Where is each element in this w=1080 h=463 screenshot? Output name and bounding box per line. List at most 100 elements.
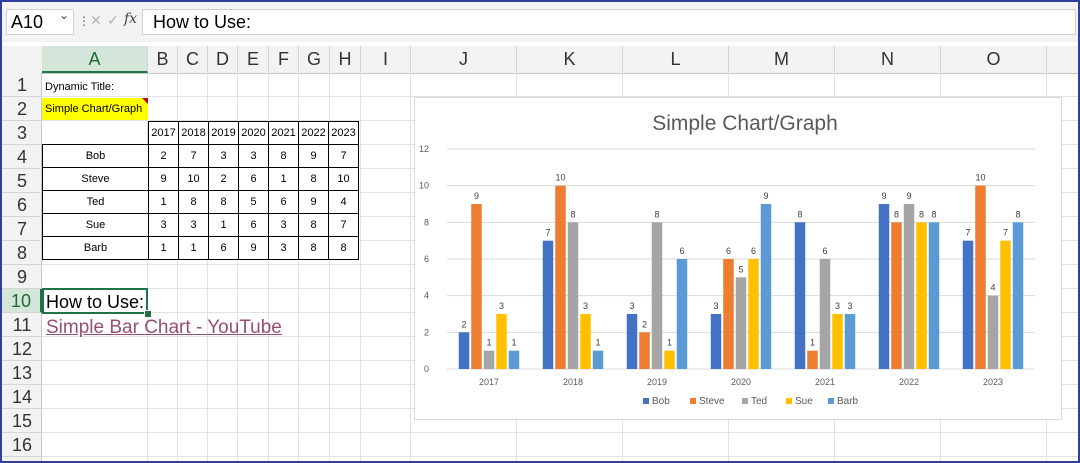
year-header[interactable]: 2023: [328, 121, 359, 145]
table-cell[interactable]: 9: [298, 144, 329, 168]
table-cell[interactable]: 8: [208, 190, 239, 214]
y-tick-label: 8: [424, 217, 429, 227]
cancel-icon[interactable]: ✕: [90, 12, 102, 28]
table-cell[interactable]: 10: [178, 167, 209, 191]
row-header-14[interactable]: 14: [2, 385, 42, 409]
table-cell[interactable]: 3: [208, 144, 239, 168]
table-cell[interactable]: 5: [238, 190, 269, 214]
table-cell[interactable]: 6: [208, 236, 239, 260]
table-cell[interactable]: 8: [298, 213, 329, 237]
table-cell[interactable]: 6: [238, 167, 269, 191]
column-header-i[interactable]: I: [361, 46, 411, 73]
table-cell[interactable]: 1: [208, 213, 239, 237]
table-cell[interactable]: 3: [268, 213, 299, 237]
table-cell[interactable]: 1: [148, 236, 179, 260]
table-corner-cell[interactable]: [42, 121, 149, 145]
youtube-link[interactable]: Simple Bar Chart - YouTube: [46, 317, 282, 338]
table-cell[interactable]: 2: [208, 167, 239, 191]
row-header-11[interactable]: 11: [2, 313, 42, 337]
row-header-9[interactable]: 9: [2, 265, 42, 289]
column-header-l[interactable]: L: [623, 46, 729, 73]
row-header-1[interactable]: 1: [2, 73, 42, 97]
table-cell[interactable]: 8: [268, 144, 299, 168]
column-header-n[interactable]: N: [835, 46, 941, 73]
table-cell[interactable]: 3: [148, 213, 179, 237]
row-header-5[interactable]: 5: [2, 169, 42, 193]
table-cell[interactable]: 10: [328, 167, 359, 191]
table-row: Sue 3 3 1 6 3 8 7: [42, 213, 359, 237]
table-cell[interactable]: 9: [298, 190, 329, 214]
x-tick-label: 2021: [815, 377, 835, 387]
row-header-15[interactable]: 15: [2, 409, 42, 433]
year-header[interactable]: 2022: [298, 121, 329, 145]
column-header-o[interactable]: O: [941, 46, 1047, 73]
table-cell[interactable]: 1: [268, 167, 299, 191]
table-cell[interactable]: 1: [148, 190, 179, 214]
table-cell[interactable]: 8: [298, 167, 329, 191]
bar-chart[interactable]: Simple Chart/Graph 0 2 4 6 8 10 12 2 9 1 3 1 2017 7 10 8…: [414, 97, 1062, 420]
row-header-12[interactable]: 12: [2, 337, 42, 361]
table-cell[interactable]: 6: [238, 213, 269, 237]
row-header-4[interactable]: 4: [2, 145, 42, 169]
bar: [710, 314, 722, 369]
row-header-16[interactable]: 16: [2, 433, 42, 457]
table-cell[interactable]: 3: [178, 213, 209, 237]
cell-a2[interactable]: Simple Chart/Graph: [42, 98, 148, 120]
column-header-f[interactable]: F: [269, 46, 299, 73]
table-cell[interactable]: 8: [298, 236, 329, 260]
name-box[interactable]: A10: [6, 9, 74, 35]
row-name[interactable]: Bob: [42, 144, 149, 168]
more-options-icon[interactable]: ⋮: [78, 14, 90, 28]
year-header[interactable]: 2018: [178, 121, 209, 145]
column-header-e[interactable]: E: [238, 46, 269, 73]
table-cell[interactable]: 8: [328, 236, 359, 260]
table-cell[interactable]: 3: [268, 236, 299, 260]
column-header-b[interactable]: B: [148, 46, 178, 73]
year-header[interactable]: 2021: [268, 121, 299, 145]
row-header-7[interactable]: 7: [2, 217, 42, 241]
year-header[interactable]: 2020: [238, 121, 269, 145]
row-header-6[interactable]: 6: [2, 193, 42, 217]
column-header-j[interactable]: J: [411, 46, 517, 73]
column-header-h[interactable]: H: [330, 46, 361, 73]
table-cell[interactable]: 3: [238, 144, 269, 168]
table-cell[interactable]: 7: [328, 213, 359, 237]
column-header-d[interactable]: D: [208, 46, 238, 73]
comment-indicator-icon[interactable]: [142, 98, 148, 104]
table-cell[interactable]: 8: [178, 190, 209, 214]
chevron-down-icon[interactable]: ⌄: [59, 8, 70, 22]
row-name[interactable]: Sue: [42, 213, 149, 237]
row-header-2[interactable]: 2: [2, 97, 42, 121]
row-header-8[interactable]: 8: [2, 241, 42, 265]
column-header-k[interactable]: K: [517, 46, 623, 73]
row-name[interactable]: Steve: [42, 167, 149, 191]
insert-function-icon[interactable]: fx: [124, 11, 138, 27]
table-cell[interactable]: 6: [268, 190, 299, 214]
column-header-m[interactable]: M: [729, 46, 835, 73]
bar: [903, 204, 915, 369]
table-cell[interactable]: 9: [148, 167, 179, 191]
row-header-13[interactable]: 13: [2, 361, 42, 385]
chart-title: Simple Chart/Graph: [652, 112, 838, 135]
table-cell[interactable]: 7: [328, 144, 359, 168]
table-cell[interactable]: 1: [178, 236, 209, 260]
enter-icon[interactable]: ✓: [107, 12, 119, 28]
row-header-10[interactable]: 10: [2, 289, 42, 313]
column-header-a[interactable]: A: [42, 46, 148, 73]
row-name[interactable]: Ted: [42, 190, 149, 214]
column-header-g[interactable]: G: [299, 46, 330, 73]
cell-a10[interactable]: How to Use:: [46, 292, 145, 312]
table-cell[interactable]: 4: [328, 190, 359, 214]
row-header-3[interactable]: 3: [2, 121, 42, 145]
year-header[interactable]: 2017: [148, 121, 179, 145]
table-cell[interactable]: 2: [148, 144, 179, 168]
formula-input[interactable]: How to Use:: [142, 9, 1076, 35]
year-header[interactable]: 2019: [208, 121, 239, 145]
row-name[interactable]: Barb: [42, 236, 149, 260]
column-header-c[interactable]: C: [178, 46, 208, 73]
fill-handle[interactable]: [144, 310, 152, 318]
cell-a1[interactable]: Dynamic Title:: [45, 81, 115, 93]
data-table: 2017 2018 2019 2020 2021 2022 2023 Bob 2…: [42, 121, 359, 260]
table-cell[interactable]: 9: [238, 236, 269, 260]
table-cell[interactable]: 7: [178, 144, 209, 168]
